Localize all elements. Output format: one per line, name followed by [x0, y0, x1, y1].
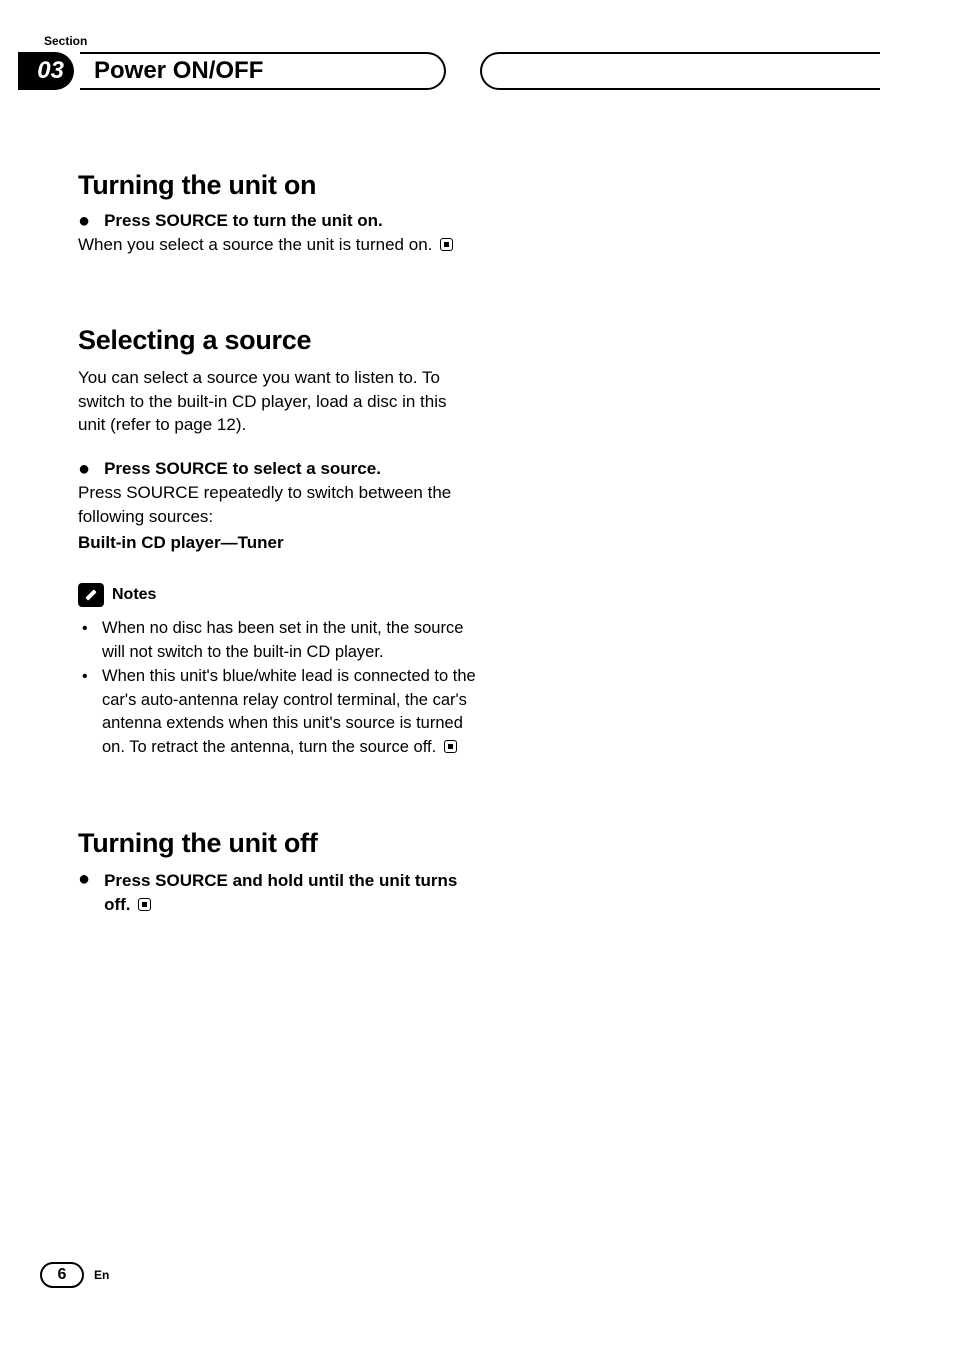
step-text: Press SOURCE to select a source. — [104, 459, 381, 479]
header-title-tab: Power ON/OFF — [80, 52, 446, 90]
pencil-icon — [78, 583, 104, 607]
body-span: When you select a source the unit is tur… — [78, 235, 432, 254]
heading-turning-off: Turning the unit off — [78, 828, 478, 859]
end-mark-icon — [444, 740, 457, 753]
header-row: 03 Power ON/OFF — [0, 52, 954, 96]
bullet-icon: ● — [78, 869, 90, 889]
body-text: When you select a source the unit is tur… — [78, 233, 478, 257]
step-text: Press SOURCE and hold until the unit tur… — [104, 871, 457, 914]
section-label: Section — [44, 34, 87, 48]
language-label: En — [94, 1268, 109, 1282]
notes-label: Notes — [112, 586, 156, 604]
content-column: Turning the unit on ● Press SOURCE to tu… — [78, 170, 478, 919]
notes-list: When no disc has been set in the unit, t… — [78, 617, 478, 761]
bullet-icon: ● — [78, 211, 90, 231]
body-pre: Press — [78, 483, 126, 502]
bullet-icon: ● — [78, 459, 90, 479]
intro-text: You can select a source you want to list… — [78, 366, 478, 437]
sources-line: Built-in CD player—Tuner — [78, 533, 478, 553]
list-item: When no disc has been set in the unit, t… — [78, 617, 478, 665]
heading-turning-on: Turning the unit on — [78, 170, 478, 201]
note-text: When this unit's blue/white lead is conn… — [102, 667, 476, 757]
list-item: When this unit's blue/white lead is conn… — [78, 665, 478, 761]
heading-selecting-source: Selecting a source — [78, 325, 478, 356]
end-mark-icon — [138, 898, 151, 911]
step-line: ● Press SOURCE to turn the unit on. — [78, 211, 478, 231]
section-number-pill: 03 — [18, 52, 74, 90]
header-blank-tab — [480, 52, 880, 90]
notes-block: Notes When no disc has been set in the u… — [78, 583, 478, 761]
step-text: Press SOURCE to turn the unit on. — [104, 211, 383, 231]
notes-header: Notes — [78, 583, 478, 607]
body-bold: SOURCE — [126, 483, 199, 502]
step-line: ● Press SOURCE and hold until the unit t… — [78, 869, 478, 917]
footer: 6 En — [40, 1262, 109, 1288]
end-mark-icon — [440, 238, 453, 251]
step-text-wrap: Press SOURCE and hold until the unit tur… — [104, 869, 478, 917]
body-text: Press SOURCE repeatedly to switch betwee… — [78, 481, 478, 529]
step-line: ● Press SOURCE to select a source. — [78, 459, 478, 479]
page-number-pill: 6 — [40, 1262, 84, 1288]
